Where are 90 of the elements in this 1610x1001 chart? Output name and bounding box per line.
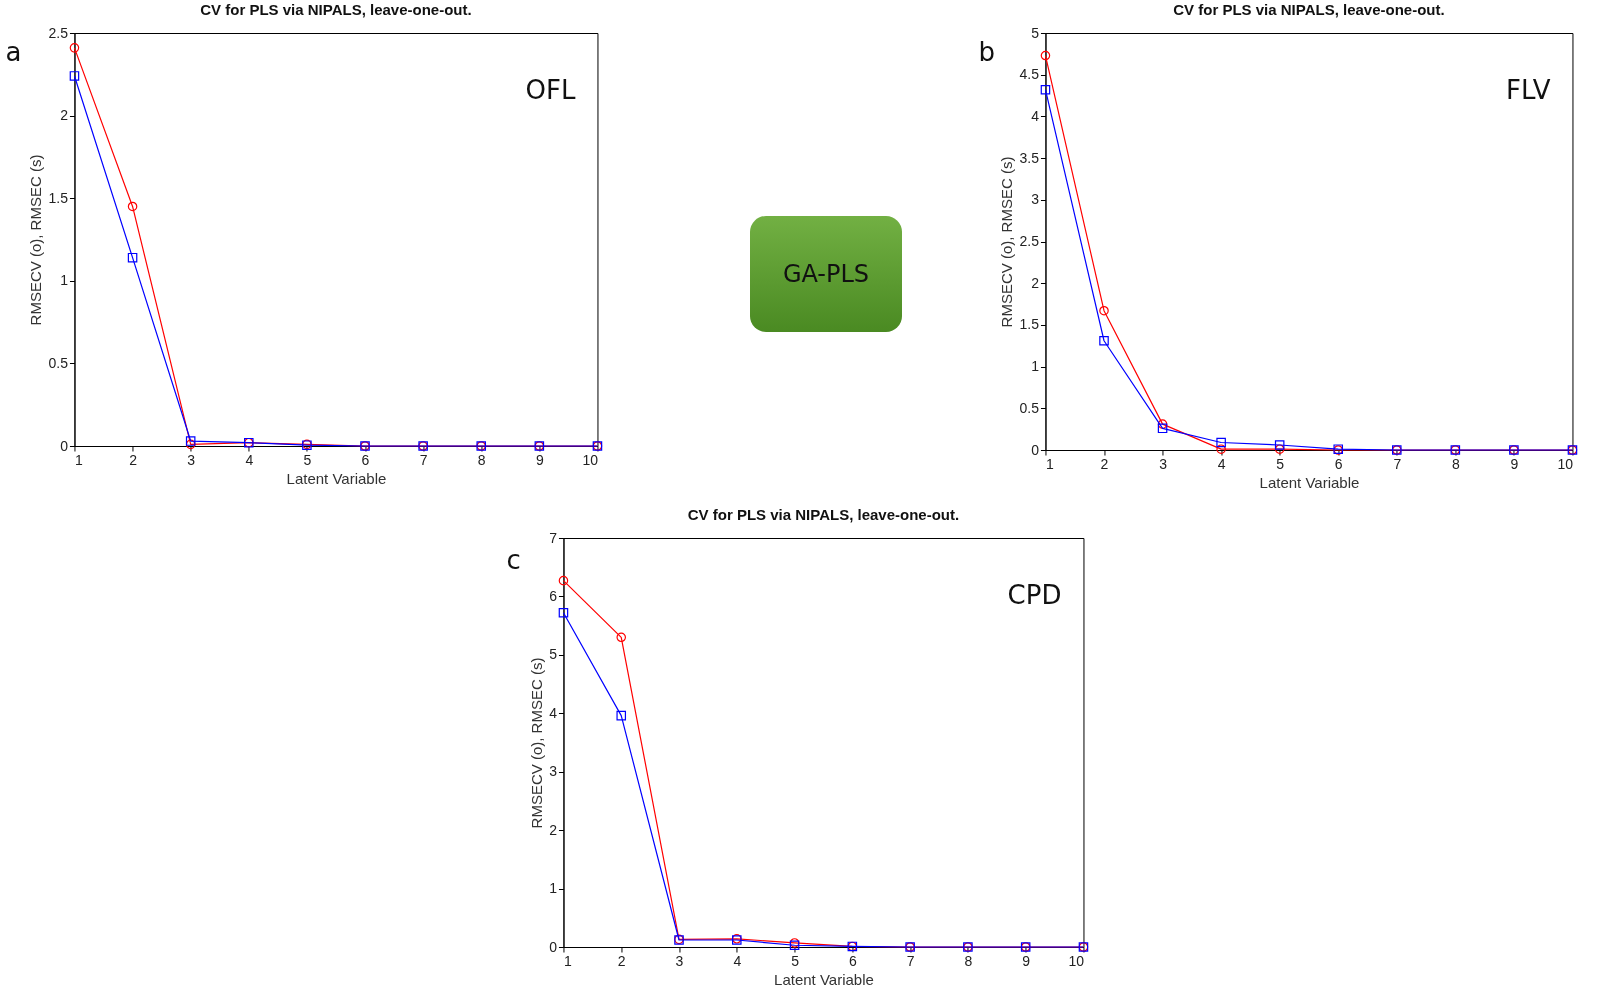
y-tick-label: 7 — [549, 529, 558, 546]
x-axis-title: Latent Variable — [286, 469, 387, 487]
y-tick-label: 3.5 — [1019, 149, 1040, 166]
chart-title: CV for PLS via NIPALS, leave-one-out. — [1173, 1, 1445, 18]
x-tick-label: 6 — [361, 451, 370, 468]
y-tick-label: 4.5 — [1019, 66, 1040, 83]
x-tick-label: 3 — [187, 451, 196, 468]
x-tick-label: 3 — [1159, 455, 1168, 472]
y-tick-label: 0 — [549, 938, 558, 955]
x-tick-label: 6 — [1334, 455, 1343, 472]
point — [616, 632, 627, 643]
x-tick-label: 8 — [1451, 455, 1460, 472]
y-tick-label: 4 — [549, 704, 558, 721]
x-tick-label: 7 — [1393, 455, 1402, 472]
text: a — [5, 37, 22, 67]
x-tick-label: 4 — [245, 451, 254, 468]
y-tick-label: 0.5 — [48, 354, 69, 371]
text: c — [506, 545, 521, 575]
point — [185, 436, 196, 446]
x-tick-label: 2 — [617, 952, 626, 969]
x-tick-label: 9 — [535, 451, 544, 468]
y-tick-label: 1 — [60, 272, 69, 289]
x-tick-label: 9 — [1510, 455, 1519, 472]
text: GA-PLS — [750, 216, 902, 332]
x-tick-label: 1 — [563, 952, 572, 969]
point — [1216, 437, 1226, 448]
x-tick-label: 6 — [848, 952, 857, 969]
x-tick-label: 10 — [1557, 455, 1574, 472]
x-tick-label: 2 — [129, 451, 138, 468]
point — [558, 608, 569, 618]
x-axis-title: Latent Variable — [1259, 473, 1360, 491]
x-tick-label: 8 — [964, 952, 973, 969]
point — [69, 43, 80, 53]
y-tick-label: 2.5 — [1019, 233, 1040, 249]
annotation: OFL — [525, 75, 576, 105]
x-tick-label: 1 — [1045, 455, 1054, 472]
point — [127, 252, 138, 263]
x-tick-label: 5 — [303, 451, 312, 468]
annotation: FLV — [1506, 75, 1551, 105]
y-tick-label: 2 — [60, 107, 69, 124]
x-tick-label: 1 — [74, 451, 83, 468]
y-tick-label: 0.5 — [1019, 399, 1040, 416]
x-tick-label: 4 — [1217, 455, 1226, 472]
y-tick-label: 1.5 — [1019, 316, 1040, 333]
y-axis-title: RMSECV (o), RMSEC (s) — [27, 154, 45, 326]
y-axis-title: RMSECV (o), RMSEC (s) — [998, 156, 1016, 328]
y-tick-label: 3 — [1031, 191, 1040, 208]
y-tick-label: 3 — [549, 763, 558, 780]
point — [127, 201, 138, 212]
point — [1274, 444, 1285, 454]
point — [1040, 84, 1051, 95]
y-tick-label: 2.5 — [48, 24, 69, 41]
x-tick-label: 5 — [1276, 455, 1285, 472]
x-tick-label: 10 — [582, 451, 599, 468]
y-tick-label: 4 — [1031, 107, 1040, 124]
x-tick-label: 3 — [675, 952, 684, 969]
annotation: CPD — [1007, 580, 1062, 610]
point — [1099, 305, 1109, 316]
point — [1157, 419, 1168, 429]
x-tick-label: 5 — [791, 952, 800, 969]
y-tick-label: 0 — [60, 437, 69, 454]
x-tick-label: 9 — [1022, 952, 1031, 969]
point — [1157, 423, 1168, 434]
chart-title: CV for PLS via NIPALS, leave-one-out. — [200, 1, 472, 18]
point — [1040, 50, 1051, 61]
x-tick-label: 7 — [419, 451, 428, 468]
y-tick-label: 6 — [549, 587, 558, 604]
point — [1216, 444, 1226, 454]
x-tick-label: 4 — [733, 952, 742, 969]
y-axis-title: RMSECV (o), RMSEC (s) — [528, 657, 546, 829]
y-tick-label: 1.5 — [48, 189, 69, 206]
y-tick-label: 2 — [549, 821, 558, 838]
point — [1099, 335, 1109, 346]
y-tick-label: 1 — [1031, 358, 1040, 375]
x-tick-label: 10 — [1068, 952, 1085, 969]
x-tick-label: 8 — [477, 451, 486, 468]
y-tick-label: 0 — [1031, 441, 1040, 458]
y-tick-label: 1 — [549, 880, 558, 897]
y-tick-label: 5 — [549, 646, 558, 663]
y-tick-label: 5 — [1031, 24, 1040, 41]
point — [558, 575, 569, 586]
text: b — [978, 37, 995, 67]
point — [1274, 440, 1285, 450]
chart-title: CV for PLS via NIPALS, leave-one-out. — [687, 506, 960, 523]
x-axis-title: Latent Variable — [774, 970, 874, 988]
x-tick-label: 2 — [1100, 455, 1109, 472]
y-tick-label: 2 — [1031, 274, 1040, 291]
point — [616, 710, 627, 721]
x-tick-label: 7 — [906, 952, 915, 969]
point — [69, 71, 80, 81]
